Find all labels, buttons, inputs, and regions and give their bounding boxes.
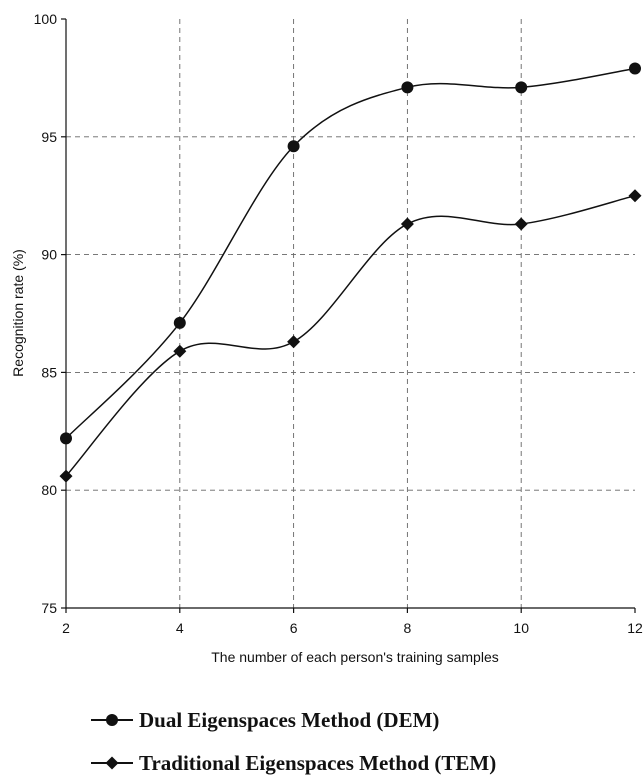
series-dem bbox=[60, 62, 641, 445]
axes bbox=[61, 18, 636, 613]
y-tick-label: 100 bbox=[34, 11, 58, 27]
y-axis-title: Recognition rate (%) bbox=[10, 249, 26, 377]
data-point-circle bbox=[173, 316, 186, 329]
x-tick-label: 4 bbox=[176, 620, 184, 636]
x-tick-label: 8 bbox=[404, 620, 412, 636]
y-tick-label: 95 bbox=[41, 129, 57, 145]
x-tick-label: 6 bbox=[290, 620, 298, 636]
data-point-circle bbox=[515, 81, 528, 94]
data-point-diamond bbox=[628, 189, 642, 203]
data-point-diamond bbox=[400, 217, 414, 231]
x-tick-label: 2 bbox=[62, 620, 70, 636]
data-point-circle bbox=[629, 62, 641, 75]
y-tick-label: 75 bbox=[41, 600, 57, 616]
legend-marker-diamond bbox=[105, 756, 119, 770]
legend-label: Traditional Eigenspaces Method (TEM) bbox=[139, 751, 496, 775]
y-tick-label: 90 bbox=[41, 247, 57, 263]
x-tick-label: 10 bbox=[513, 620, 529, 636]
legend-marker-circle bbox=[106, 714, 118, 726]
series-line bbox=[65, 194, 636, 477]
data-point-circle bbox=[401, 81, 414, 94]
data-point-diamond bbox=[287, 335, 301, 349]
grid-lines bbox=[66, 19, 635, 608]
data-point-diamond bbox=[173, 344, 187, 358]
legend-entry: Traditional Eigenspaces Method (TEM) bbox=[91, 751, 496, 775]
series-tem bbox=[59, 189, 642, 483]
legend: Dual Eigenspaces Method (DEM) Traditional… bbox=[91, 708, 496, 775]
legend-entry: Dual Eigenspaces Method (DEM) bbox=[91, 708, 439, 732]
y-tick-label: 85 bbox=[41, 364, 57, 380]
series bbox=[59, 62, 642, 483]
legend-label: Dual Eigenspaces Method (DEM) bbox=[139, 708, 439, 732]
x-tick-label: 12 bbox=[627, 620, 643, 636]
tick-labels: 75 80 85 90 95 100 2 4 6 8 10 12 bbox=[34, 11, 643, 636]
y-tick-label: 80 bbox=[41, 482, 57, 498]
x-axis-title: The number of each person's training sam… bbox=[211, 649, 499, 665]
data-point-diamond bbox=[59, 469, 73, 483]
data-point-circle bbox=[60, 432, 72, 445]
data-point-diamond bbox=[514, 217, 528, 231]
series-line bbox=[65, 67, 636, 439]
data-point-circle bbox=[287, 140, 300, 153]
